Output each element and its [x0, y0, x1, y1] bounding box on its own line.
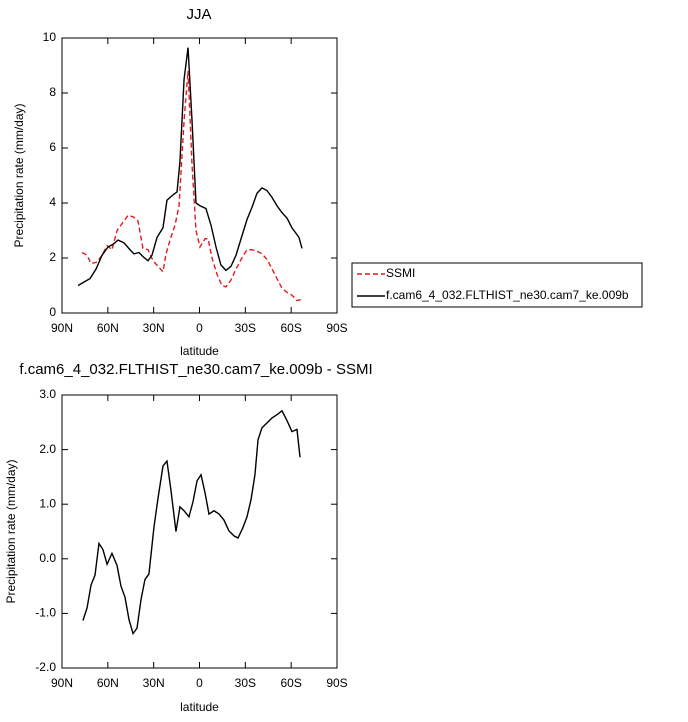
x-tick-label: 90N: [51, 321, 73, 335]
chart-title: f.cam6_4_032.FLTHIST_ne30.cam7_ke.009b -…: [19, 361, 372, 378]
data-line: [77, 47, 303, 287]
x-tick-label: 0: [196, 676, 203, 690]
x-tick-label: 60S: [280, 321, 301, 335]
y-tick-label: 0: [49, 305, 56, 319]
x-tick-label: 90S: [326, 321, 347, 335]
data-line: [82, 409, 301, 636]
legend-label: SSMI: [386, 266, 415, 280]
x-tick-label: 90S: [326, 676, 347, 690]
y-tick-label: 4: [49, 195, 56, 209]
x-tick-label: 0: [196, 321, 203, 335]
y-tick-label: 3.0: [39, 387, 56, 401]
chart-title: JJA: [186, 6, 211, 23]
x-tick-label: 60N: [97, 321, 119, 335]
legend-label: f.cam6_4_032.FLTHIST_ne30.cam7_ke.009b: [386, 288, 629, 302]
x-tick-label: 60N: [97, 676, 119, 690]
y-tick-label: 10: [43, 30, 57, 44]
y-tick-label: 1.0: [39, 496, 56, 510]
data-line: [81, 70, 303, 302]
y-tick-label: -1.0: [35, 606, 56, 620]
x-tick-label: 30S: [235, 321, 256, 335]
plot-frame: [61, 37, 338, 314]
x-axis-label: latitude: [180, 344, 219, 358]
x-tick-label: 30S: [235, 676, 256, 690]
y-tick-label: 2.0: [39, 442, 56, 456]
x-tick-label: 30N: [143, 321, 165, 335]
x-tick-label: 30N: [143, 676, 165, 690]
y-axis-label: Precipitation rate (mm/day): [12, 103, 26, 247]
x-axis-label: latitude: [180, 700, 219, 714]
y-tick-label: 8: [49, 85, 56, 99]
y-tick-label: -2.0: [35, 660, 56, 674]
x-tick-label: 90N: [51, 676, 73, 690]
plot-frame: [61, 394, 338, 669]
y-axis-label: Precipitation rate (mm/day): [4, 459, 18, 603]
y-tick-label: 0.0: [39, 551, 56, 565]
x-tick-label: 60S: [280, 676, 301, 690]
legend-box: [351, 262, 643, 308]
y-tick-label: 2: [49, 250, 56, 264]
y-tick-label: 6: [49, 140, 56, 154]
